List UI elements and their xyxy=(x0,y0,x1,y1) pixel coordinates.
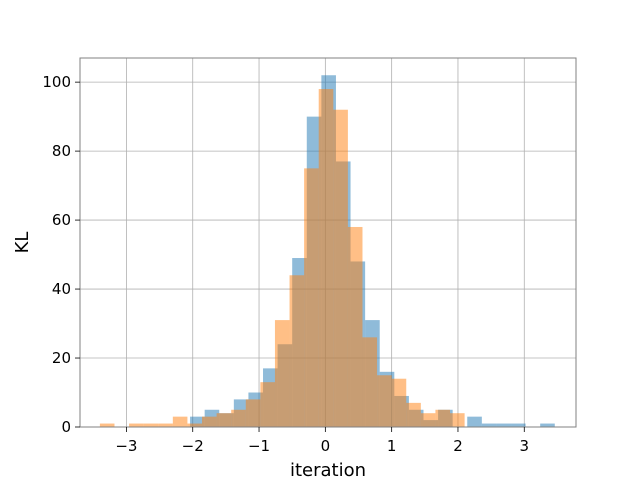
histogram-bar-series-2 xyxy=(362,337,378,427)
histogram-bar-series-2 xyxy=(187,423,203,427)
histogram-bar-series-2 xyxy=(216,413,232,427)
histogram-bar-series-2 xyxy=(260,382,275,427)
x-axis-ticks: −3 −2 −1 0 1 2 3 xyxy=(115,427,529,455)
histogram-bar-series-2 xyxy=(304,168,319,427)
histogram-bar-series-2 xyxy=(274,320,290,427)
histogram-bar-series-2 xyxy=(129,423,144,427)
histogram-bar-series-2 xyxy=(172,416,188,427)
x-tick-label: −2 xyxy=(182,437,204,455)
y-axis-label: KL xyxy=(12,232,33,254)
x-tick-label: 0 xyxy=(321,437,331,455)
y-tick-label: 20 xyxy=(52,349,71,367)
histogram-bar-series-1 xyxy=(467,416,482,427)
y-tick-label: 40 xyxy=(52,280,71,298)
histogram-bar-series-2 xyxy=(406,402,421,427)
y-tick-label: 100 xyxy=(42,73,71,91)
histogram-bar-series-2 xyxy=(289,275,305,427)
histogram-bar-series-1 xyxy=(496,423,512,427)
y-tick-label: 80 xyxy=(52,142,71,160)
histogram-bar-series-2 xyxy=(158,423,173,427)
x-tick-label: 2 xyxy=(453,437,463,455)
histogram-bar-series-2 xyxy=(143,423,159,427)
histogram-bar-series-2 xyxy=(231,409,246,427)
y-axis-ticks: 0 20 40 60 80 100 xyxy=(42,73,80,436)
y-tick-label: 60 xyxy=(52,211,71,229)
histogram-bar-series-2 xyxy=(333,109,348,427)
histogram-bar-series-1 xyxy=(540,423,555,427)
histogram-bar-series-2 xyxy=(347,226,363,427)
plot-frame xyxy=(79,57,577,428)
x-tick-label: 3 xyxy=(520,437,530,455)
x-tick-label: 1 xyxy=(387,437,397,455)
histogram-bars xyxy=(99,75,555,428)
x-axis-label: iteration xyxy=(290,460,366,480)
histogram-bar-series-2 xyxy=(435,409,451,427)
histogram-bar-series-2 xyxy=(202,416,217,427)
histogram-bar-series-2 xyxy=(245,399,261,427)
histogram-bar-series-2 xyxy=(450,413,465,427)
x-tick-label: −1 xyxy=(248,437,270,455)
histogram-bar-series-1 xyxy=(481,423,497,427)
x-tick-label: −3 xyxy=(115,437,137,455)
histogram-bar-series-2 xyxy=(318,89,334,427)
histogram-bar-series-2 xyxy=(420,413,436,427)
histogram-bar-series-1 xyxy=(190,416,205,427)
y-tick-label: 0 xyxy=(61,418,71,436)
histogram-bar-series-2 xyxy=(99,423,115,427)
histogram-bar-series-2 xyxy=(377,375,392,427)
histogram-bar-series-2 xyxy=(391,378,407,427)
histogram-bar-series-1 xyxy=(511,423,526,427)
